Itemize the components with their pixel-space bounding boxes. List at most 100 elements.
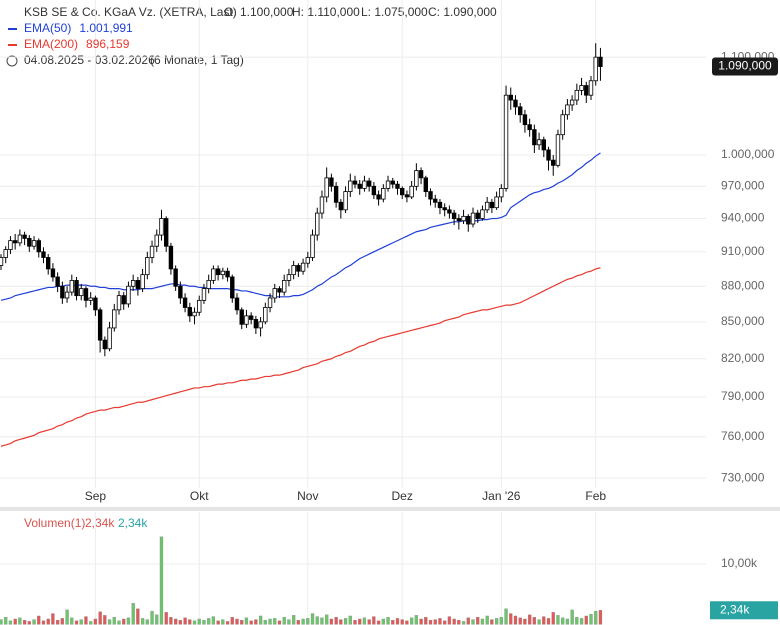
candle-body bbox=[381, 188, 386, 200]
y-tick-label: 970,000 bbox=[721, 178, 765, 192]
volume-bar bbox=[527, 614, 532, 625]
candle-body bbox=[211, 268, 216, 281]
volume-bar bbox=[84, 616, 88, 625]
candle-body bbox=[93, 297, 98, 311]
volume-bar bbox=[310, 613, 315, 625]
candle-body bbox=[546, 149, 551, 161]
legend-label: EMA(50) bbox=[24, 21, 71, 35]
volume-bar bbox=[216, 620, 220, 625]
volume-bar bbox=[504, 608, 508, 625]
candle-body bbox=[484, 201, 490, 211]
candle-body bbox=[480, 209, 485, 219]
volume-bar bbox=[452, 618, 456, 625]
candle-body bbox=[338, 201, 344, 211]
candle-body bbox=[536, 139, 542, 146]
volume-bar bbox=[523, 618, 527, 625]
candle-body bbox=[366, 180, 372, 187]
volume-bar bbox=[41, 620, 46, 625]
candle-body bbox=[215, 268, 221, 276]
volume-bar bbox=[353, 620, 357, 625]
candle-body bbox=[357, 183, 362, 189]
candle-body bbox=[395, 183, 400, 189]
volume-bar bbox=[150, 610, 154, 625]
candle-body bbox=[258, 321, 263, 329]
candle-body bbox=[579, 85, 584, 91]
y-tick-label: 730,000 bbox=[721, 470, 765, 484]
candle-body bbox=[197, 299, 202, 313]
volume-bar bbox=[192, 620, 197, 625]
volume-bar bbox=[202, 620, 206, 625]
volume-bar bbox=[173, 618, 178, 625]
panel-divider bbox=[0, 507, 780, 511]
candle-body bbox=[263, 307, 268, 323]
volume-bar bbox=[480, 618, 485, 625]
candle-body bbox=[433, 198, 438, 203]
candle-body bbox=[130, 280, 136, 287]
volume-bar bbox=[476, 616, 480, 625]
clock-icon bbox=[6, 55, 18, 67]
volume-bar bbox=[584, 615, 588, 625]
volume-bar bbox=[51, 613, 55, 625]
candle-body bbox=[36, 240, 41, 253]
volume-bar bbox=[37, 615, 41, 625]
legend-value: 896,159 bbox=[86, 37, 130, 51]
candle-body bbox=[102, 339, 108, 350]
volume-bar bbox=[343, 618, 348, 625]
volume-bar bbox=[145, 619, 149, 625]
legend-label: EMA(200) bbox=[24, 37, 78, 51]
candle-body bbox=[220, 270, 226, 276]
date-range: 04.08.2025 - 03.02.2026 bbox=[24, 53, 155, 67]
volume-bar bbox=[18, 617, 22, 625]
volume-bar bbox=[136, 608, 140, 625]
candle-body bbox=[107, 327, 112, 350]
volume-bar bbox=[301, 618, 305, 625]
candle-body bbox=[522, 114, 528, 126]
volume-bar bbox=[575, 616, 579, 625]
candle-body bbox=[79, 288, 84, 297]
candle-body bbox=[12, 240, 18, 244]
volume-bar bbox=[230, 616, 234, 625]
legend-value: 1.001,991 bbox=[79, 21, 133, 35]
candle-body bbox=[560, 114, 565, 136]
volume-tick-label: 10,00k bbox=[721, 556, 758, 570]
candle-body bbox=[518, 106, 523, 116]
volume-bar bbox=[376, 620, 381, 625]
volume-bar bbox=[0, 619, 3, 625]
candle-body bbox=[3, 249, 8, 258]
candle-body bbox=[489, 201, 495, 209]
volume-bar bbox=[348, 615, 352, 625]
volume-bar bbox=[79, 619, 83, 625]
volume-bar bbox=[155, 614, 159, 625]
volume-bar bbox=[306, 618, 310, 625]
volume-bar bbox=[140, 618, 145, 625]
candle-body bbox=[244, 315, 249, 325]
chart-title: KSB SE & Co. KGaA Vz. (XETRA, Last) bbox=[24, 5, 237, 19]
volume-bar bbox=[282, 616, 286, 625]
volume-bar bbox=[178, 620, 183, 625]
volume-bar bbox=[391, 620, 395, 625]
volume-bar bbox=[296, 620, 301, 625]
volume-bar bbox=[565, 618, 570, 625]
candle-body bbox=[126, 285, 131, 305]
volume-bar bbox=[579, 618, 584, 625]
volume-bar bbox=[22, 620, 27, 625]
volume-bar bbox=[405, 620, 409, 625]
candle-body bbox=[74, 280, 79, 297]
volume-bar bbox=[235, 618, 239, 625]
volume-bar bbox=[98, 611, 102, 625]
ohlc-close: C: 1.090,000 bbox=[428, 5, 497, 19]
volume-bar bbox=[570, 609, 574, 625]
candle-body bbox=[97, 309, 103, 341]
volume-bar bbox=[428, 620, 433, 625]
volume-bar bbox=[268, 618, 272, 625]
x-tick-label: Sep bbox=[85, 489, 107, 503]
volume-tag: 2,34k bbox=[720, 602, 750, 616]
volume-bar bbox=[159, 536, 164, 625]
volume-bar bbox=[419, 618, 423, 625]
volume-bar bbox=[424, 616, 428, 625]
candle-body bbox=[584, 85, 589, 96]
candle-body bbox=[272, 288, 277, 299]
y-tick-label: 1.000,000 bbox=[721, 147, 775, 161]
volume-bar bbox=[93, 618, 98, 625]
